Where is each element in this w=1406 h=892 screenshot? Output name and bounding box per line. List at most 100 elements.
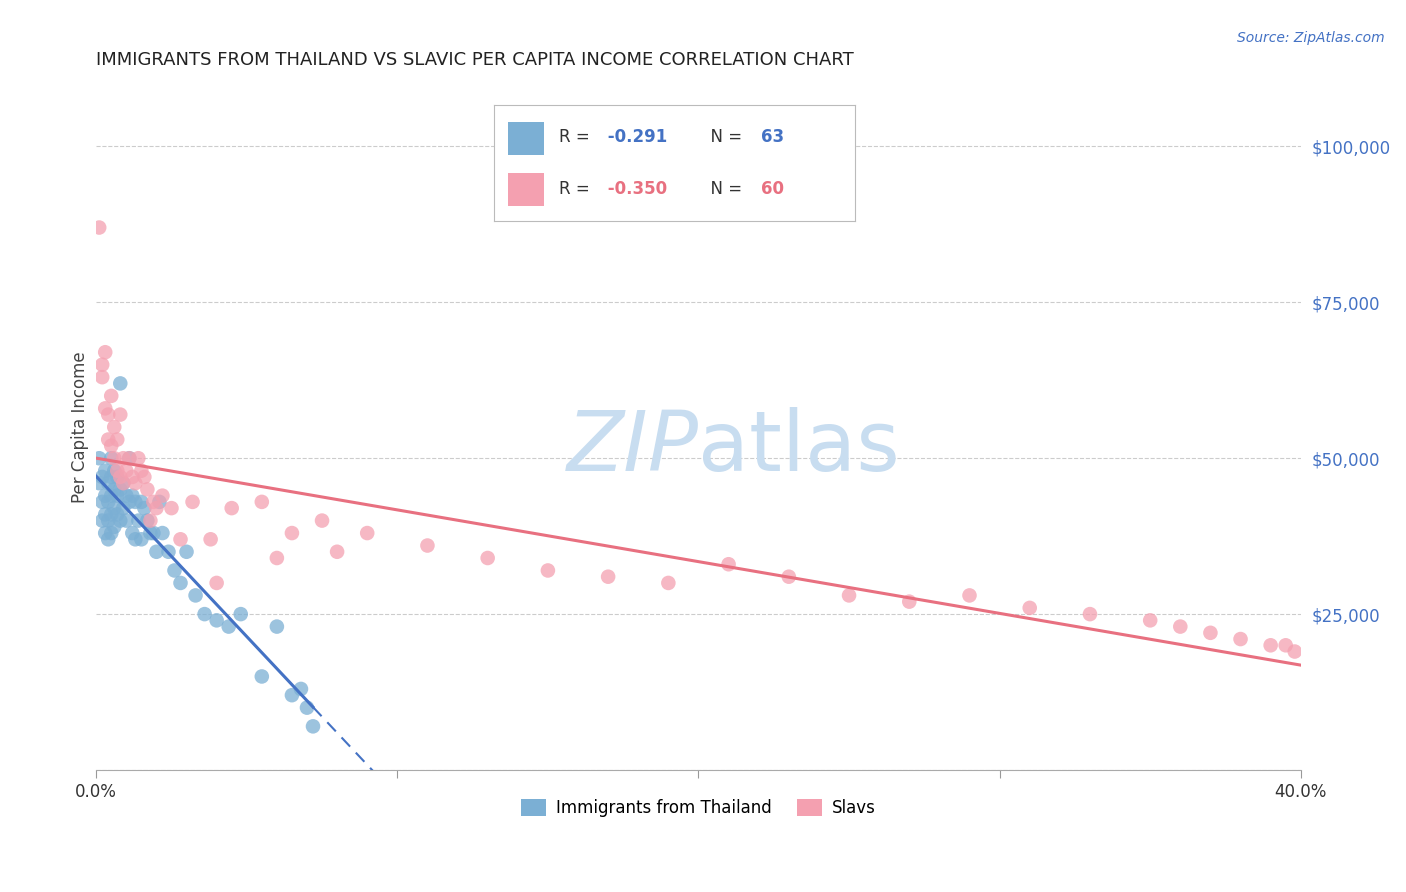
Text: ZIP: ZIP — [567, 407, 699, 488]
Point — [94, 508, 117, 522]
Point — [169, 576, 191, 591]
Point — [1168, 619, 1191, 633]
Point — [221, 501, 243, 516]
Point — [115, 464, 138, 478]
Point — [97, 533, 120, 547]
Point — [1018, 600, 1040, 615]
Point — [110, 483, 132, 497]
Point — [152, 526, 174, 541]
Point — [124, 476, 146, 491]
Point — [657, 576, 679, 591]
Point — [94, 489, 117, 503]
Point — [1284, 644, 1306, 658]
Point — [176, 545, 198, 559]
Point — [838, 589, 860, 603]
Point — [89, 220, 111, 235]
Point — [136, 514, 159, 528]
Point — [290, 681, 312, 696]
Point — [1199, 625, 1222, 640]
Point — [103, 501, 125, 516]
Point — [112, 476, 135, 491]
Point — [94, 526, 117, 541]
Point — [94, 464, 117, 478]
Point — [89, 476, 111, 491]
Point — [121, 526, 143, 541]
Point — [136, 483, 159, 497]
Text: IMMIGRANTS FROM THAILAND VS SLAVIC PER CAPITA INCOME CORRELATION CHART: IMMIGRANTS FROM THAILAND VS SLAVIC PER C… — [96, 51, 853, 69]
Point — [477, 551, 499, 566]
Point — [717, 558, 740, 572]
Point — [94, 345, 117, 359]
Point — [537, 564, 560, 578]
Point — [311, 514, 333, 528]
Point — [142, 526, 165, 541]
Point — [118, 451, 141, 466]
Point — [115, 514, 138, 528]
Point — [112, 501, 135, 516]
Point — [118, 451, 141, 466]
Point — [194, 607, 217, 621]
Point — [103, 464, 125, 478]
Point — [127, 514, 149, 528]
Point — [169, 533, 191, 547]
Point — [103, 483, 125, 497]
Point — [103, 451, 125, 466]
Point — [115, 489, 138, 503]
Point — [105, 433, 128, 447]
Point — [281, 526, 304, 541]
Point — [110, 514, 132, 528]
Point — [266, 551, 288, 566]
Point — [1260, 638, 1282, 652]
Point — [110, 408, 132, 422]
Text: atlas: atlas — [699, 407, 900, 488]
Point — [121, 470, 143, 484]
Point — [124, 533, 146, 547]
Point — [295, 700, 318, 714]
Point — [250, 669, 273, 683]
Point — [97, 433, 120, 447]
Point — [1274, 638, 1296, 652]
Point — [94, 401, 117, 416]
Point — [121, 489, 143, 503]
Point — [326, 545, 349, 559]
Point — [152, 489, 174, 503]
Point — [105, 508, 128, 522]
Point — [100, 470, 122, 484]
Point — [103, 420, 125, 434]
Point — [205, 576, 228, 591]
Point — [105, 470, 128, 484]
Y-axis label: Per Capita Income: Per Capita Income — [72, 351, 89, 503]
Point — [110, 376, 132, 391]
Legend: Immigrants from Thailand, Slavs: Immigrants from Thailand, Slavs — [515, 792, 883, 823]
Point — [959, 589, 981, 603]
Point — [200, 533, 222, 547]
Point — [97, 476, 120, 491]
Point — [112, 476, 135, 491]
Point — [250, 495, 273, 509]
Point — [1139, 613, 1161, 627]
Point — [105, 489, 128, 503]
Point — [356, 526, 378, 541]
Point — [778, 570, 800, 584]
Point — [145, 501, 167, 516]
Point — [281, 688, 304, 702]
Point — [100, 439, 122, 453]
Point — [131, 495, 153, 509]
Point — [139, 526, 162, 541]
Point — [416, 539, 439, 553]
Point — [1229, 632, 1251, 646]
Point — [266, 619, 288, 633]
Point — [131, 533, 153, 547]
Point — [105, 464, 128, 478]
Point — [145, 545, 167, 559]
Point — [134, 470, 156, 484]
Point — [100, 489, 122, 503]
Point — [118, 495, 141, 509]
Point — [91, 514, 114, 528]
Point — [1078, 607, 1101, 621]
Point — [229, 607, 252, 621]
Point — [97, 514, 120, 528]
Point — [205, 613, 228, 627]
Point — [131, 464, 153, 478]
Point — [157, 545, 180, 559]
